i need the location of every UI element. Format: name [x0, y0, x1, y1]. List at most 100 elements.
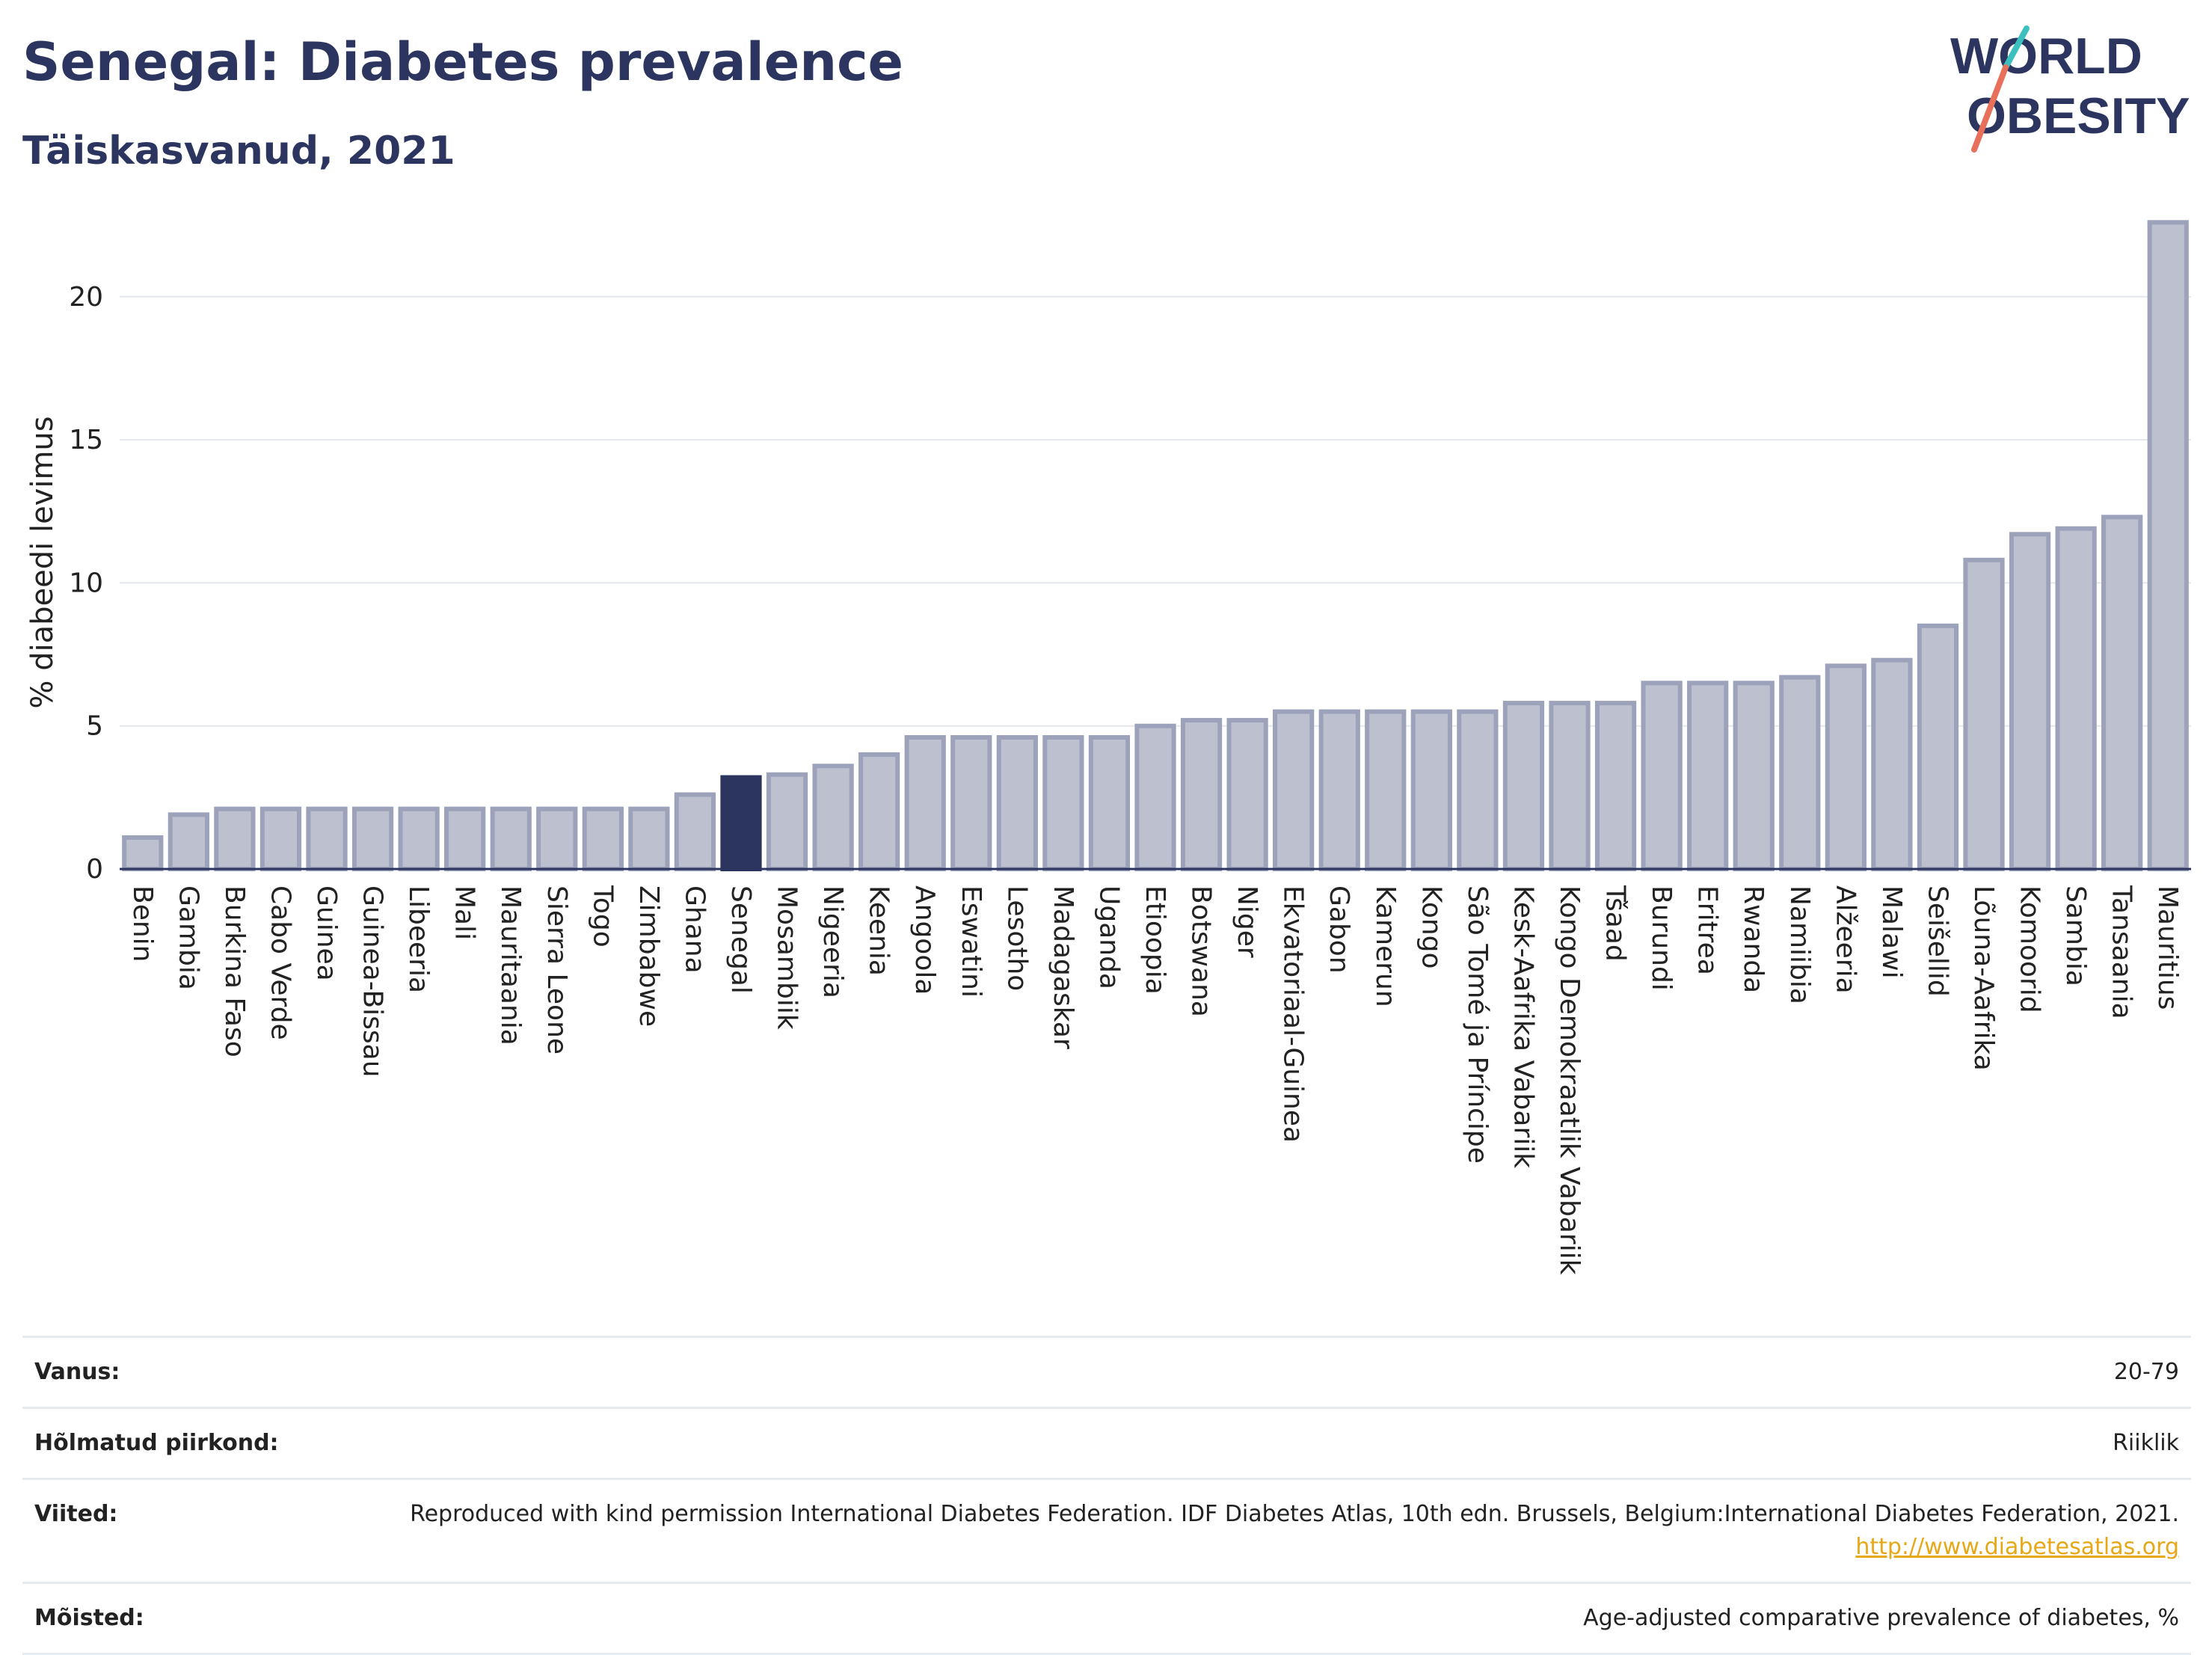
- bar: [2009, 532, 2051, 871]
- bar: [1410, 709, 1452, 872]
- info-value: Age-adjusted comparative prevalence of d…: [390, 1582, 2191, 1655]
- x-tick-label: Zimbabwe: [633, 885, 664, 1027]
- bar: [2101, 515, 2143, 871]
- x-tick-label: Niger: [1232, 885, 1262, 958]
- bar: [1917, 623, 1959, 871]
- logo-line-1: WORLD: [1950, 28, 2142, 85]
- bar: [996, 735, 1038, 871]
- info-table: Vanus: 20-79 Hõlmatud piirkond: Riiklik …: [22, 1336, 2191, 1655]
- reference-link[interactable]: http://www.diabetesatlas.org: [1855, 1534, 2179, 1560]
- bar: [1641, 681, 1683, 871]
- info-key: Mõisted:: [22, 1582, 390, 1655]
- x-tick-label: Gabon: [1324, 885, 1354, 974]
- bar: [628, 806, 670, 872]
- x-tick-label: Eritrea: [1692, 885, 1723, 975]
- x-tick-label: Tansaania: [2107, 885, 2137, 1019]
- x-tick-label: Mauritaania: [495, 885, 526, 1045]
- x-tick-label: Lesotho: [1001, 885, 1032, 991]
- page-subtitle: Täiskasvanud, 2021: [22, 129, 455, 174]
- bar: [351, 806, 394, 872]
- bar: [1088, 735, 1131, 871]
- bar: [214, 806, 256, 872]
- x-tick-label: Malawi: [1876, 885, 1907, 979]
- x-tick-label: Angoola: [909, 885, 940, 995]
- x-tick-label: Nigeeria: [817, 885, 848, 998]
- x-tick-label: Komoorid: [2015, 885, 2045, 1013]
- bar: [1134, 723, 1176, 872]
- bar: [582, 806, 624, 872]
- bar: [1549, 701, 1591, 872]
- x-tick-label: Tšaad: [1600, 885, 1631, 962]
- x-tick-label: Guinea: [311, 885, 342, 981]
- y-tick-label: 15: [69, 425, 103, 455]
- bar: [1779, 675, 1821, 871]
- bar: [2055, 526, 2097, 872]
- x-tick-label: Kesk-Aafrika Vabariik: [1508, 885, 1538, 1168]
- bar: [720, 775, 762, 871]
- x-tick-label: Lõuna-Aafrika: [1968, 885, 1999, 1071]
- logo-slash-red: [1971, 64, 2009, 153]
- bar: [674, 792, 716, 871]
- info-key: Hõlmatud piirkond:: [22, 1407, 390, 1479]
- info-value: Riiklik: [390, 1407, 2191, 1479]
- x-tick-label: Kongo: [1416, 885, 1446, 969]
- x-tick-label: Keenia: [864, 885, 894, 976]
- bar: [1963, 557, 2005, 871]
- bar: [2147, 220, 2189, 872]
- bar: [306, 806, 348, 872]
- bar: [490, 806, 532, 872]
- x-tick-label: Kamerun: [1370, 885, 1401, 1007]
- bar: [1594, 701, 1637, 872]
- logo-slash-teal: [2003, 25, 2030, 70]
- bar: [858, 752, 900, 872]
- x-tick-label: Guinea-Bissau: [357, 885, 388, 1078]
- bar: [444, 806, 486, 872]
- bar: [1273, 709, 1315, 872]
- x-tick-label: Uganda: [1093, 885, 1124, 989]
- bar: [168, 812, 209, 871]
- info-key: Vanus:: [22, 1336, 390, 1408]
- bar: [1502, 701, 1545, 872]
- x-tick-label: Mauritius: [2152, 885, 2183, 1010]
- bar: [950, 735, 992, 871]
- y-tick-label: 0: [86, 854, 103, 885]
- x-tick-label: Ekvatoriaal-Guinea: [1278, 885, 1309, 1143]
- bar: [1457, 709, 1499, 872]
- x-tick-label: Rwanda: [1738, 885, 1769, 993]
- x-tick-label: Botswana: [1186, 885, 1217, 1017]
- bar: [1687, 681, 1729, 871]
- bar: [536, 806, 578, 872]
- bar: [812, 764, 854, 871]
- bar: [1226, 718, 1268, 871]
- bar: [122, 835, 164, 872]
- x-tick-label: Seišellid: [1922, 885, 1953, 997]
- bar: [1180, 718, 1223, 871]
- info-row-references: Viited: Reproduced with kind permission …: [22, 1478, 2191, 1583]
- x-tick-label: Mosambiik: [772, 885, 802, 1030]
- reference-text: Reproduced with kind permission Internat…: [410, 1501, 2179, 1527]
- x-tick-label: São Tomé ja Príncipe: [1462, 885, 1493, 1164]
- bar: [1825, 663, 1867, 871]
- x-tick-label: Etioopia: [1140, 885, 1170, 995]
- x-tick-label: Gambia: [173, 885, 203, 990]
- info-value: 20-79: [390, 1336, 2191, 1408]
- y-tick-label: 5: [86, 711, 103, 742]
- info-value-references: Reproduced with kind permission Internat…: [390, 1478, 2191, 1583]
- bar: [398, 806, 440, 872]
- world-obesity-logo: WORLD OBESITY: [1950, 25, 2190, 153]
- x-tick-label: Libeeria: [403, 885, 434, 993]
- bar: [766, 772, 808, 872]
- x-tick-label: Ghana: [679, 885, 710, 974]
- x-tick-label: Madagaskar: [1048, 885, 1078, 1049]
- x-tick-label: Benin: [127, 885, 158, 962]
- bar: [1871, 657, 1913, 872]
- x-tick-label: Mali: [449, 885, 480, 940]
- x-tick-label: Sambia: [2060, 885, 2091, 986]
- logo-line-2: OBESITY: [1967, 87, 2190, 144]
- info-row-age: Vanus: 20-79: [22, 1336, 2191, 1408]
- bar-chart: 0 5 10 15 20 % diabeedi levimus Benin Gambia Bur…: [25, 220, 2191, 1275]
- x-tick-label: Kongo Demokraatlik Vabariik: [1554, 885, 1585, 1275]
- x-tick-label: Eswatini: [956, 885, 986, 998]
- y-axis-label: % diabeedi levimus: [25, 416, 60, 708]
- bar: [1042, 735, 1084, 871]
